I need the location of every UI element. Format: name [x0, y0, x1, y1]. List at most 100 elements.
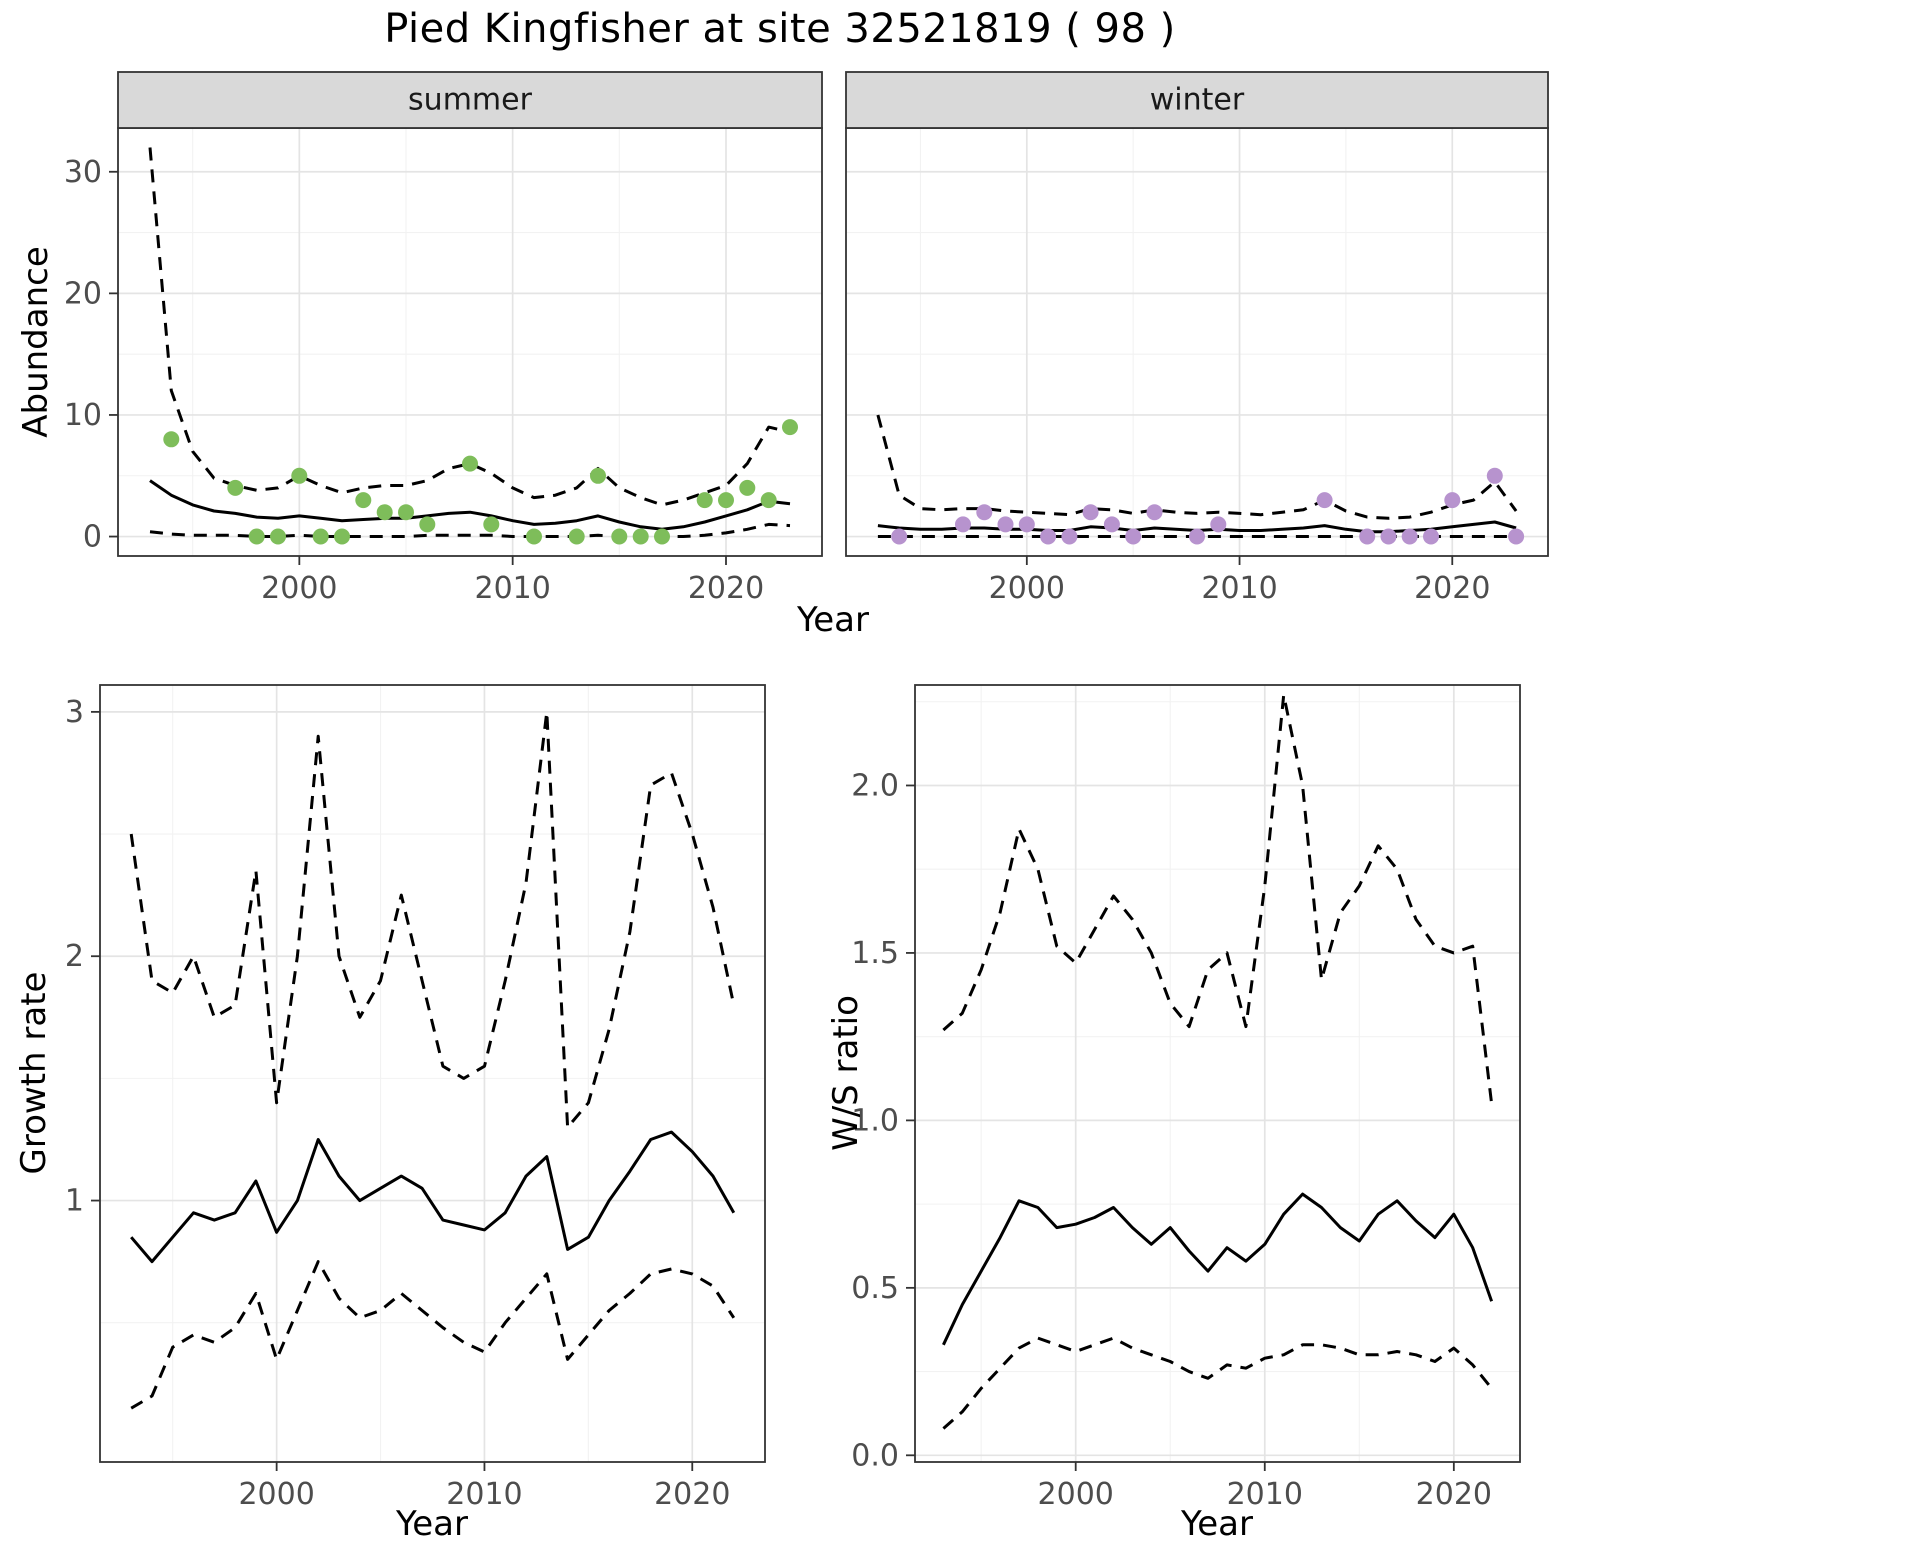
facet-strip — [845, 71, 1549, 129]
data-point — [718, 492, 734, 509]
data-point — [1423, 528, 1439, 545]
data-point — [632, 528, 649, 545]
data-point — [1103, 516, 1120, 533]
y-axis-tick-label: 2.0 — [851, 768, 899, 803]
panel-abundance-summer: 2000 2010 2020 0 10 20 30 — [64, 71, 823, 606]
y-axis-tick-label: 1.5 — [851, 936, 899, 971]
y-axis-tick-label: 0.0 — [851, 1438, 899, 1473]
data-point — [891, 528, 908, 545]
data-point — [568, 528, 585, 545]
data-point — [1210, 516, 1227, 533]
y-axis-tick-label: 10 — [64, 398, 102, 433]
y-axis-tick-label: 0 — [83, 520, 102, 555]
data-point — [1444, 492, 1461, 509]
data-point — [291, 467, 308, 484]
y-axis-tick-label: 2 — [65, 939, 84, 974]
series-upper-ci — [942, 693, 1494, 1104]
data-point — [1040, 528, 1057, 545]
x-axis-tick-label: 2010 — [474, 571, 550, 606]
y-axis-title-abundance-text: Abundance — [16, 246, 56, 438]
panel-background — [915, 685, 1520, 1462]
data-point — [1082, 504, 1099, 521]
x-axis-tick-label: 2010 — [1201, 571, 1277, 606]
data-point — [997, 516, 1014, 533]
data-point — [590, 467, 606, 484]
panel-background — [100, 685, 765, 1462]
panel-border — [99, 684, 766, 1463]
data-point — [376, 504, 393, 521]
y-axis-tick-label: 20 — [64, 276, 102, 311]
series-estimate — [942, 1192, 1494, 1346]
series-upper-ci — [876, 414, 1518, 520]
series-lower-ci — [149, 522, 791, 538]
series-lower-ci — [942, 1336, 1493, 1430]
y-axis-title-ws-ratio: W/S ratio — [826, 995, 1002, 1151]
series-lower-ci — [130, 1260, 736, 1410]
x-axis-title-year-top: Year — [797, 600, 869, 640]
y-axis-tick-label: 1 — [65, 1184, 84, 1219]
data-point — [248, 528, 265, 545]
y-axis-tick-label: 30 — [64, 155, 102, 190]
data-point — [782, 419, 798, 436]
data-point — [739, 479, 756, 496]
data-point — [483, 516, 500, 533]
y-axis-title-ws-ratio-text: W/S ratio — [826, 995, 866, 1151]
data-point — [1125, 528, 1142, 545]
data-point — [1018, 516, 1035, 533]
data-point — [1061, 528, 1078, 545]
data-point — [355, 492, 372, 509]
x-axis-tick-label: 2010 — [1227, 1477, 1303, 1512]
panel-ws-ratio: 2000 2010 2020 0.0 0.5 1.0 1.5 2.0 — [851, 684, 1521, 1512]
series-estimate — [130, 1130, 736, 1264]
y-axis-title-abundance: Abundance — [16, 246, 228, 438]
data-point — [1146, 504, 1163, 521]
data-point — [1380, 528, 1397, 545]
panel-growth-rate: 2000 2010 2020 1 2 3 — [65, 684, 766, 1512]
facet-label-summer: summer — [408, 82, 532, 118]
data-point — [227, 479, 244, 496]
data-point — [312, 528, 329, 545]
x-axis-tick-label: 2000 — [261, 571, 337, 606]
y-axis-tick-label: 1.0 — [851, 1103, 899, 1138]
data-point — [955, 516, 971, 533]
x-axis-title-year-ws: Year — [1181, 1504, 1253, 1544]
panel-background — [846, 128, 1548, 556]
x-axis-tick-label: 2010 — [446, 1477, 522, 1512]
data-point — [526, 528, 542, 545]
x-axis-tick-label: 2020 — [1416, 1477, 1492, 1512]
series-estimate — [149, 479, 791, 531]
series-upper-ci — [129, 710, 736, 1129]
panel-border — [914, 684, 1521, 1463]
data-point — [419, 516, 436, 533]
y-axis-title-growth-rate: Growth rate — [14, 972, 237, 1175]
data-point — [654, 528, 670, 545]
data-point — [398, 504, 414, 521]
facet-label-winter: winter — [1149, 82, 1245, 118]
data-point — [163, 431, 180, 448]
data-point — [1508, 528, 1525, 545]
x-axis-tick-label: 2020 — [688, 571, 764, 606]
data-point — [1486, 467, 1503, 484]
data-point — [1359, 528, 1376, 545]
data-point — [334, 528, 350, 545]
data-point — [760, 492, 777, 509]
data-point — [1189, 528, 1205, 545]
facet-strip — [117, 71, 823, 129]
data-point — [696, 492, 713, 509]
data-point — [462, 455, 478, 472]
x-axis-tick-label: 2020 — [1414, 571, 1490, 606]
chart-title: Pied Kingfisher at site 32521819 ( 98 ) — [384, 6, 1176, 52]
y-axis-tick-label: 0.5 — [851, 1271, 899, 1306]
x-axis-tick-label: 2000 — [989, 571, 1065, 606]
data-point — [270, 528, 286, 545]
data-point — [976, 504, 993, 521]
y-axis-title-growth-rate-text: Growth rate — [14, 971, 54, 1175]
data-point — [1401, 528, 1418, 545]
x-axis-tick-label: 2000 — [238, 1477, 314, 1512]
x-axis-title-year-growth: Year — [396, 1504, 468, 1544]
panel-abundance-winter: 2000 2010 2020 — [845, 71, 1549, 606]
y-axis-tick-label: 3 — [65, 695, 84, 730]
x-axis-tick-label: 2020 — [654, 1477, 730, 1512]
